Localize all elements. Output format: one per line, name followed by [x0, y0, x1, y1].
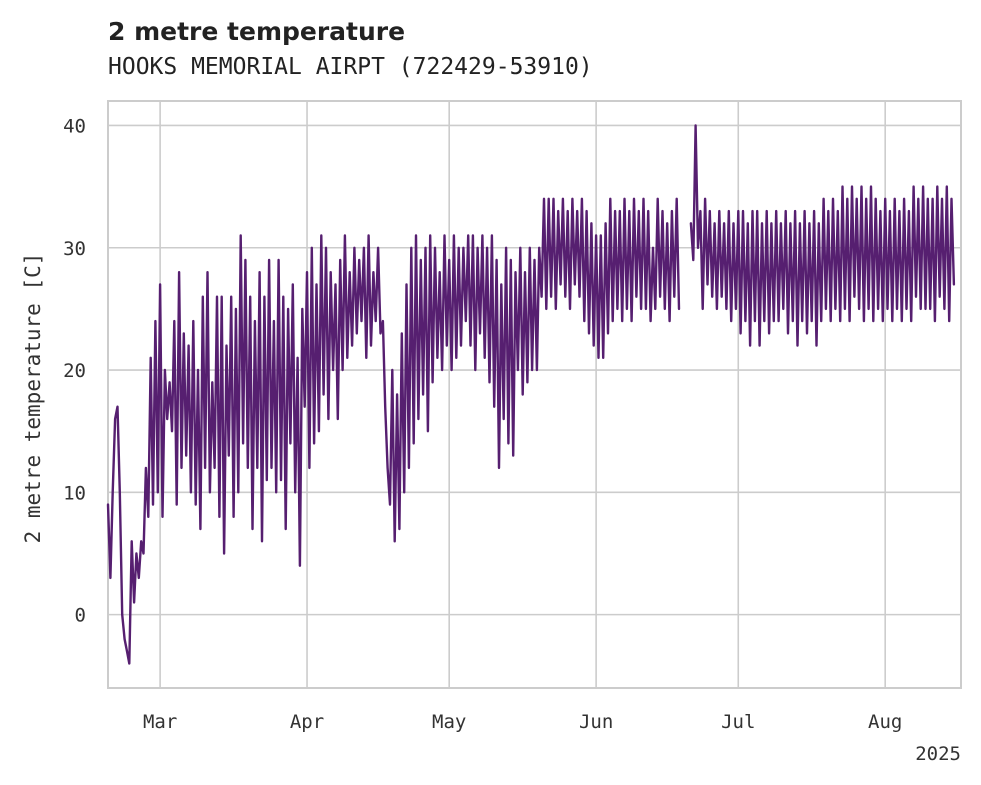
- y-tick-label-0: 0: [75, 605, 86, 627]
- y-tick-label-1: 10: [63, 482, 86, 504]
- x-tick-label-3: Jun: [579, 711, 613, 733]
- x-tick-label-5: Aug: [868, 711, 902, 733]
- y-tick-label-2: 20: [63, 360, 86, 382]
- x-tick-label-1: Apr: [290, 711, 324, 733]
- series-0-line-segment-0: [106, 197, 681, 665]
- chart-title: 2 metre temperature: [108, 17, 405, 46]
- x-axis-offset-label: 2025: [915, 743, 961, 765]
- x-axis-ticks: Mar Apr May Jun Jul Aug: [143, 711, 902, 733]
- y-tick-label-4: 40: [63, 115, 86, 137]
- series-layer: [106, 124, 956, 665]
- plot-frame: [107, 100, 962, 689]
- x-tick-label-4: Jul: [721, 711, 755, 733]
- x-tick-label-2: May: [432, 711, 466, 733]
- chart-subtitle: HOOKS MEMORIAL AIRPT (722429-53910): [108, 54, 593, 80]
- series-0-line-segment-1: [689, 124, 956, 347]
- y-axis-ticks: 0 10 20 30 40: [63, 115, 86, 626]
- y-axis-label: 2 metre temperature [C]: [21, 253, 45, 544]
- y-tick-label-3: 30: [63, 238, 86, 260]
- x-tick-label-0: Mar: [143, 711, 177, 733]
